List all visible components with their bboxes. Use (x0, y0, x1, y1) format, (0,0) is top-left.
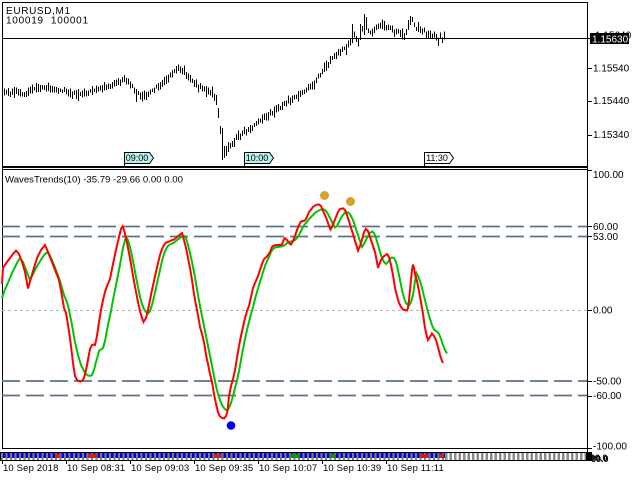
svg-text:1.15340: 1.15340 (593, 130, 630, 141)
svg-text:-60.00: -60.00 (593, 391, 622, 402)
svg-text:53.00: 53.00 (593, 232, 618, 243)
svg-text:80.0: 80.0 (591, 454, 609, 464)
svg-text:09:00: 09:00 (126, 153, 149, 163)
svg-text:90.0: 90.0 (590, 453, 608, 463)
svg-text:1.15540: 1.15540 (593, 64, 630, 75)
svg-text:11:30: 11:30 (426, 153, 448, 163)
svg-text:-50.00: -50.00 (593, 377, 622, 388)
svg-text:100.00: 100.00 (593, 170, 624, 181)
svg-text:10 Sep 11:11: 10 Sep 11:11 (387, 463, 444, 474)
svg-text:10 Sep 08:31: 10 Sep 08:31 (67, 463, 125, 474)
svg-text:10:00: 10:00 (246, 153, 269, 163)
svg-text:-100.00: -100.00 (593, 442, 627, 453)
svg-text:10 Sep 09:35: 10 Sep 09:35 (195, 463, 253, 474)
svg-text:10 Sep 10:07: 10 Sep 10:07 (259, 463, 317, 474)
svg-text:10 Sep 2018: 10 Sep 2018 (3, 463, 59, 474)
svg-text:1.15630: 1.15630 (592, 35, 629, 46)
svg-text:60.00: 60.00 (593, 222, 618, 233)
svg-text:0.00: 0.00 (593, 306, 613, 317)
svg-text:WavesTrends(10) -35.79 -29.66: WavesTrends(10) -35.79 -29.66 0.00 0.00 (5, 175, 183, 186)
svg-text:1.15440: 1.15440 (593, 96, 630, 107)
svg-text:10 Sep 09:03: 10 Sep 09:03 (131, 463, 189, 474)
svg-text:100019 100001: 100019 100001 (6, 16, 89, 27)
svg-text:10 Sep 10:39: 10 Sep 10:39 (323, 463, 381, 474)
svg-text:EURUSD,M1: EURUSD,M1 (6, 6, 71, 17)
